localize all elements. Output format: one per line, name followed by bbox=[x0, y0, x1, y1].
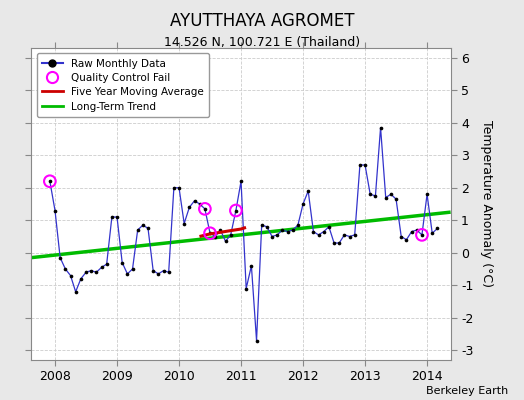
Text: 14.526 N, 100.721 E (Thailand): 14.526 N, 100.721 E (Thailand) bbox=[164, 36, 360, 49]
Text: AYUTTHAYA AGROMET: AYUTTHAYA AGROMET bbox=[170, 12, 354, 30]
Point bbox=[433, 225, 442, 232]
Point bbox=[299, 201, 307, 207]
Point bbox=[139, 222, 147, 228]
Point bbox=[273, 232, 281, 238]
Point bbox=[253, 337, 261, 344]
Point bbox=[195, 201, 204, 207]
Point bbox=[366, 191, 375, 198]
Point bbox=[237, 178, 245, 184]
Point bbox=[46, 178, 54, 184]
Point bbox=[314, 232, 323, 238]
Point bbox=[335, 240, 343, 246]
Point bbox=[407, 228, 416, 235]
Point bbox=[175, 184, 183, 191]
Point bbox=[216, 227, 225, 233]
Point bbox=[159, 268, 168, 274]
Legend: Raw Monthly Data, Quality Control Fail, Five Year Moving Average, Long-Term Tren: Raw Monthly Data, Quality Control Fail, … bbox=[37, 53, 209, 117]
Point bbox=[51, 207, 59, 214]
Point bbox=[149, 268, 157, 274]
Point bbox=[170, 184, 178, 191]
Y-axis label: Temperature Anomaly (°C): Temperature Anomaly (°C) bbox=[480, 120, 493, 288]
Point bbox=[423, 191, 431, 198]
Point bbox=[263, 224, 271, 230]
Point bbox=[247, 262, 256, 269]
Point bbox=[387, 191, 395, 198]
Point bbox=[180, 220, 188, 227]
Point bbox=[226, 232, 235, 238]
Point bbox=[46, 178, 54, 184]
Point bbox=[185, 204, 193, 210]
Point bbox=[340, 232, 348, 238]
Point bbox=[206, 230, 214, 236]
Point bbox=[268, 233, 276, 240]
Point bbox=[376, 124, 385, 131]
Point bbox=[304, 188, 312, 194]
Point bbox=[201, 206, 209, 212]
Point bbox=[418, 232, 426, 238]
Point bbox=[97, 264, 106, 270]
Point bbox=[134, 227, 142, 233]
Point bbox=[232, 207, 240, 214]
Point bbox=[428, 230, 436, 236]
Point bbox=[402, 236, 411, 243]
Point bbox=[330, 240, 339, 246]
Point bbox=[325, 224, 333, 230]
Point bbox=[351, 232, 359, 238]
Point bbox=[77, 276, 85, 282]
Point bbox=[92, 269, 101, 276]
Point bbox=[154, 271, 162, 277]
Point bbox=[309, 228, 318, 235]
Point bbox=[128, 266, 137, 272]
Point bbox=[361, 162, 369, 168]
Point bbox=[206, 230, 214, 236]
Point bbox=[232, 207, 240, 214]
Point bbox=[56, 254, 64, 261]
Text: Berkeley Earth: Berkeley Earth bbox=[426, 386, 508, 396]
Point bbox=[165, 269, 173, 276]
Point bbox=[371, 193, 379, 199]
Point bbox=[107, 214, 116, 220]
Point bbox=[392, 196, 400, 202]
Point bbox=[113, 214, 121, 220]
Point bbox=[221, 238, 230, 244]
Point bbox=[320, 228, 328, 235]
Point bbox=[278, 227, 287, 233]
Point bbox=[67, 272, 75, 279]
Point bbox=[201, 206, 209, 212]
Point bbox=[356, 162, 364, 168]
Point bbox=[103, 261, 111, 267]
Point bbox=[123, 271, 132, 277]
Point bbox=[257, 222, 266, 228]
Point bbox=[418, 232, 426, 238]
Point bbox=[242, 285, 250, 292]
Point bbox=[82, 269, 90, 276]
Point bbox=[211, 233, 220, 240]
Point bbox=[118, 259, 126, 266]
Point bbox=[289, 227, 297, 233]
Point bbox=[190, 198, 199, 204]
Point bbox=[345, 233, 354, 240]
Point bbox=[397, 233, 406, 240]
Point bbox=[283, 228, 292, 235]
Point bbox=[294, 222, 302, 228]
Point bbox=[87, 268, 95, 274]
Point bbox=[71, 288, 80, 295]
Point bbox=[412, 227, 421, 233]
Point bbox=[144, 225, 152, 232]
Point bbox=[381, 194, 390, 201]
Point bbox=[61, 266, 70, 272]
